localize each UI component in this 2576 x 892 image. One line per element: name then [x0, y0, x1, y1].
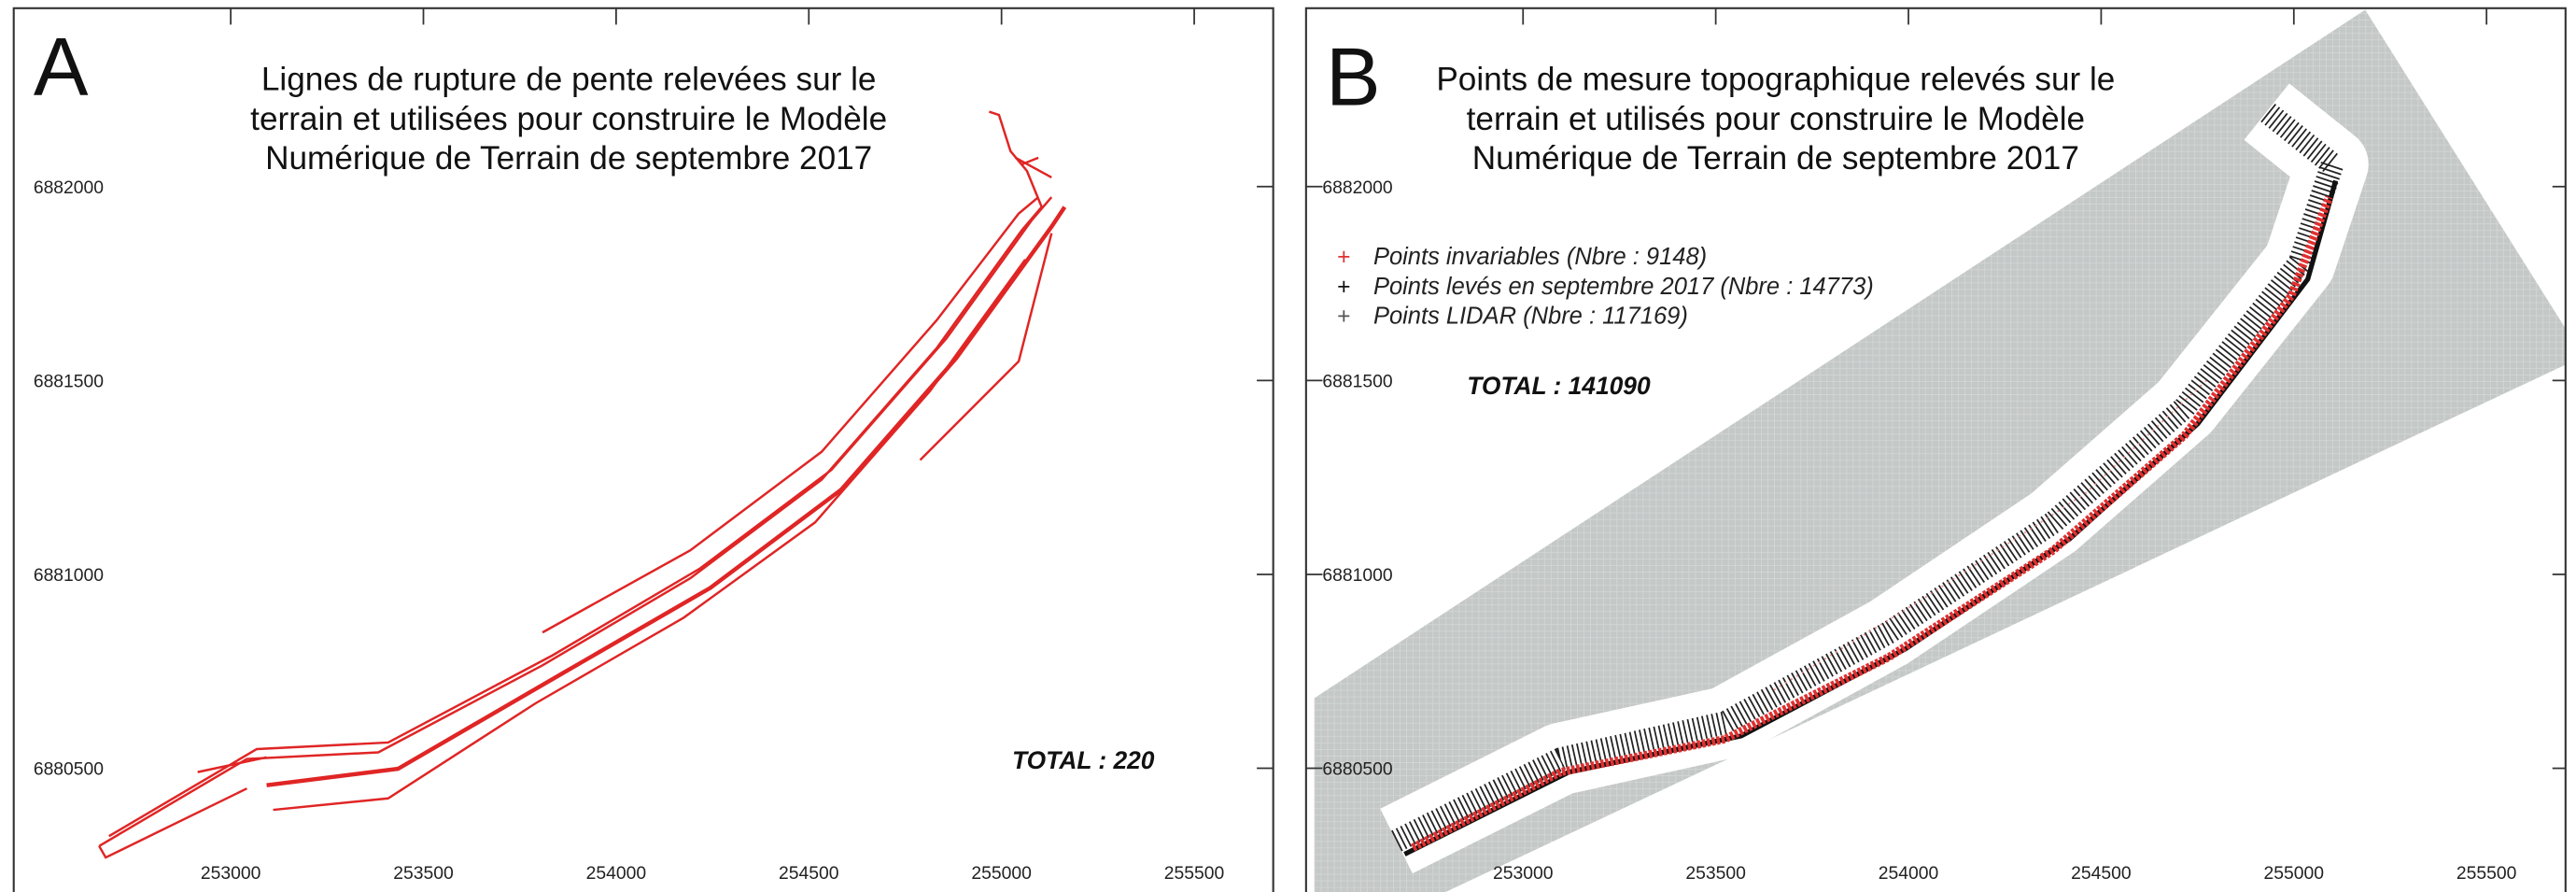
y-tick-label: 6880500	[34, 759, 104, 780]
x-tick-label: 254000	[586, 863, 647, 884]
x-tick-label: 255000	[971, 863, 1032, 884]
legend-marker: +	[1337, 304, 1350, 329]
x-tick-label: 254000	[1879, 863, 1939, 884]
x-tick-label: 254500	[779, 863, 839, 884]
panel-letter: B	[1326, 31, 1381, 123]
panel-title: terrain et utilisés pour construire le M…	[1467, 101, 2085, 137]
x-tick-label: 253500	[393, 863, 454, 884]
legend-label: Points levés en septembre 2017 (Nbre : 1…	[1373, 274, 1874, 300]
legend-label: Points LIDAR (Nbre : 117169)	[1373, 303, 1688, 329]
x-tick-label: 255000	[2264, 863, 2325, 884]
x-tick-label: 255500	[1164, 863, 1225, 884]
y-tick-label: 6882000	[34, 177, 104, 198]
panel-frame	[12, 7, 1274, 892]
total: TOTAL : 141090	[1467, 372, 1651, 400]
y-tick-label: 6881500	[1322, 371, 1392, 391]
y-tick-label: 6881000	[1322, 565, 1392, 586]
legend-marker: +	[1337, 245, 1350, 270]
y-tick-label: 6880500	[1322, 759, 1392, 780]
legend-marker: +	[1337, 275, 1350, 300]
x-tick-label: 254500	[2071, 863, 2132, 884]
y-tick-label: 6881000	[34, 565, 104, 586]
y-tick-label: 6882000	[1322, 177, 1392, 198]
panel-title: Points de mesure topographique relevés s…	[1436, 62, 2115, 98]
y-tick-label: 6881500	[34, 371, 104, 391]
panel-letter: A	[34, 21, 89, 113]
surveyed-points	[1380, 83, 2369, 874]
x-tick-label: 255500	[2456, 863, 2517, 884]
lidar-coverage	[1314, 9, 2566, 892]
slope-break-lines	[98, 110, 1067, 859]
panel-frame	[1304, 7, 2567, 892]
x-tick-label: 253000	[1493, 863, 1554, 884]
total: TOTAL : 220	[1012, 746, 1155, 774]
x-tick-label: 253500	[1685, 863, 1746, 884]
panel-title: terrain et utilisées pour construire le …	[250, 101, 887, 137]
x-tick-label: 253000	[201, 863, 261, 884]
panel-title: Numérique de Terrain de septembre 2017	[1472, 140, 2079, 177]
panel-title: Lignes de rupture de pente relevées sur …	[261, 62, 877, 98]
panel-title: Numérique de Terrain de septembre 2017	[265, 140, 872, 177]
legend-label: Points invariables (Nbre : 9148)	[1373, 244, 1707, 270]
